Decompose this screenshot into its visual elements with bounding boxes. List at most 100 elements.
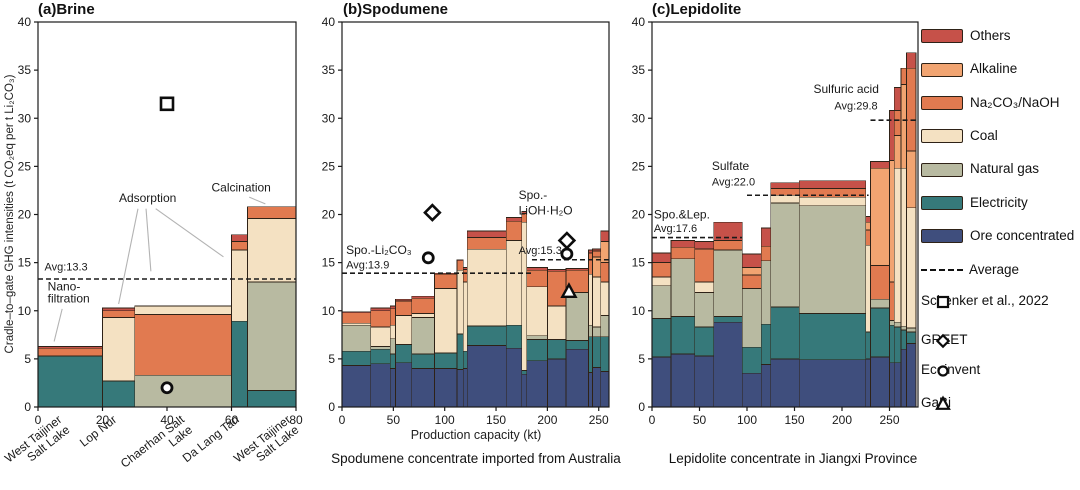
bar-segment-c-electricity (651, 318, 672, 358)
bar-segment-a-others (102, 307, 136, 312)
bar-segment-b-coal (588, 273, 593, 326)
annotation-text: LiOH·H₂O (519, 204, 573, 218)
legend-label: Others (970, 28, 1011, 43)
bar-segment-b-ore (521, 373, 528, 408)
x-category-label: West TaijinerSalt Lake (231, 412, 302, 475)
bar-segment-b-others (588, 249, 593, 254)
y-tick-label: 0 (24, 400, 31, 414)
bar-segment-b-natural_gas (600, 315, 610, 338)
y-tick-label: 0 (328, 400, 335, 414)
legend-swatch-electricity (921, 195, 963, 210)
bar-segment-b-electricity (389, 353, 396, 369)
bar-segment-c-ore (893, 362, 902, 408)
bar-segment-b-coal (462, 281, 468, 352)
bar-segment-c-others (906, 52, 917, 69)
bar-segment-b-coal (389, 324, 396, 340)
bar-segment-c-electricity (694, 326, 715, 357)
legend-label: Schenker et al., 2022 (921, 293, 1049, 308)
bar-segment-b-others (394, 298, 413, 302)
annotation-text: Spo.- (519, 188, 548, 202)
bar-segment-b-others (389, 305, 396, 310)
bar-segment-b-electricity (592, 336, 602, 368)
bar-segment-c-electricity (870, 307, 890, 358)
bar-segment-c-na2co3 (865, 229, 871, 246)
bar-segment-a-na2co3 (37, 347, 103, 357)
bar-segment-b-coal (434, 288, 458, 354)
legend-label: Coal (970, 127, 998, 143)
y-tick-label: 25 (632, 159, 646, 173)
y-tick-label: 10 (322, 304, 336, 318)
bar-segment-b-others (505, 216, 523, 222)
annotation-text: Avg:17.6 (654, 223, 697, 235)
legend-item-others: Others (921, 28, 1011, 45)
legend-item-average: Average (921, 262, 1019, 279)
bar-segment-c-others (670, 240, 696, 248)
x-tick-label: 80 (289, 413, 303, 427)
bar-segment-b-electricity (526, 339, 548, 362)
panel-c: 0 5 10 15 20 25 30 35 40 0 50 100 150 200 250 Spo.&Lep.… (632, 15, 919, 427)
annotation-text: Avg:13.3 (44, 261, 87, 273)
x-category-label: Chaerhan SaltLake (118, 412, 196, 481)
bar-segment-c-alkaline (900, 84, 908, 169)
x-tick-label: 250 (879, 413, 899, 427)
bar-segment-c-na2co3 (893, 110, 902, 136)
bar-segment-c-natural_gas (670, 258, 696, 317)
marker-triangle (560, 282, 578, 298)
legend-label: Ecoinvent (921, 362, 981, 377)
bar-segment-c-electricity (670, 316, 696, 355)
bar-segment-b-na2co3 (466, 237, 507, 250)
marker-diamond (423, 203, 442, 222)
bar-segment-b-ore (341, 365, 372, 408)
bar-segment-c-ore (770, 358, 800, 408)
bar-segment-c-natural_gas (900, 325, 908, 331)
bar-segment-b-electricity (600, 336, 610, 372)
bar-segment-b-electricity (466, 325, 507, 346)
bar-segment-b-na2co3 (389, 308, 396, 326)
bar-segment-c-electricity (770, 306, 800, 360)
bar-segment-c-alkaline (893, 135, 902, 169)
bar-segment-b-others (600, 230, 610, 242)
bar-segment-c-coal (865, 244, 871, 333)
panel-b-title: (b)Spodumene (343, 1, 448, 18)
bar-segment-b-ore (370, 363, 391, 408)
annotation-text: Avg:13.9 (346, 259, 389, 271)
legend-label: Natural gas (970, 161, 1040, 177)
bar-segment-a-na2co3 (231, 241, 249, 251)
bar-segment-b-ore (505, 347, 523, 408)
bar-segment-c-electricity (900, 329, 908, 350)
bar-segment-b-na2co3 (456, 260, 464, 271)
legend-item-natural_gas: Natural gas (921, 161, 1039, 178)
bar-segment-b-coal (592, 276, 602, 328)
bar-segment-c-electricity (889, 324, 895, 364)
annotation-text: Nano- (48, 280, 81, 294)
x-tick-label: 100 (435, 413, 455, 427)
legend-item-diamond-source: GREET (921, 332, 968, 349)
dashed-line-sample (921, 269, 963, 272)
y-tick-label: 35 (322, 63, 336, 77)
bar-segment-b-electricity (341, 350, 372, 367)
bar-segment-c-na2co3 (670, 246, 696, 260)
bar-segment-a-na2co3 (247, 206, 297, 219)
bar-segment-b-electricity (521, 370, 528, 375)
panel-b-subtitle: Spodumene concentrate imported from Aust… (331, 451, 621, 466)
bar-segment-c-coal (798, 196, 867, 207)
bar-segment-c-natural_gas (651, 285, 672, 319)
bar-segment-c-ore (900, 348, 908, 408)
bar-segment-b-coal (411, 313, 435, 318)
marker-square (159, 96, 175, 112)
legend-swatch-others (921, 29, 963, 44)
triangle-marker-icon (935, 395, 951, 410)
legend-swatch-ore (921, 229, 963, 244)
bar-segment-c-coal (694, 281, 715, 293)
bar-segment-b-natural_gas (370, 345, 391, 350)
bar-segment-b-na2co3 (505, 220, 523, 241)
legend-item-electricity: Electricity (921, 195, 1028, 212)
bar-segment-b-natural_gas (592, 326, 602, 338)
bar-segment-a-others (231, 234, 249, 242)
bar-segment-c-ore (741, 372, 762, 408)
annotation-text: Spo.&Lep. (654, 207, 710, 221)
bar-segment-b-natural_gas (565, 292, 589, 341)
bar-segment-b-others (370, 307, 391, 312)
legend-item-na2co3: Na₂CO₃/NaOH (921, 95, 1060, 112)
